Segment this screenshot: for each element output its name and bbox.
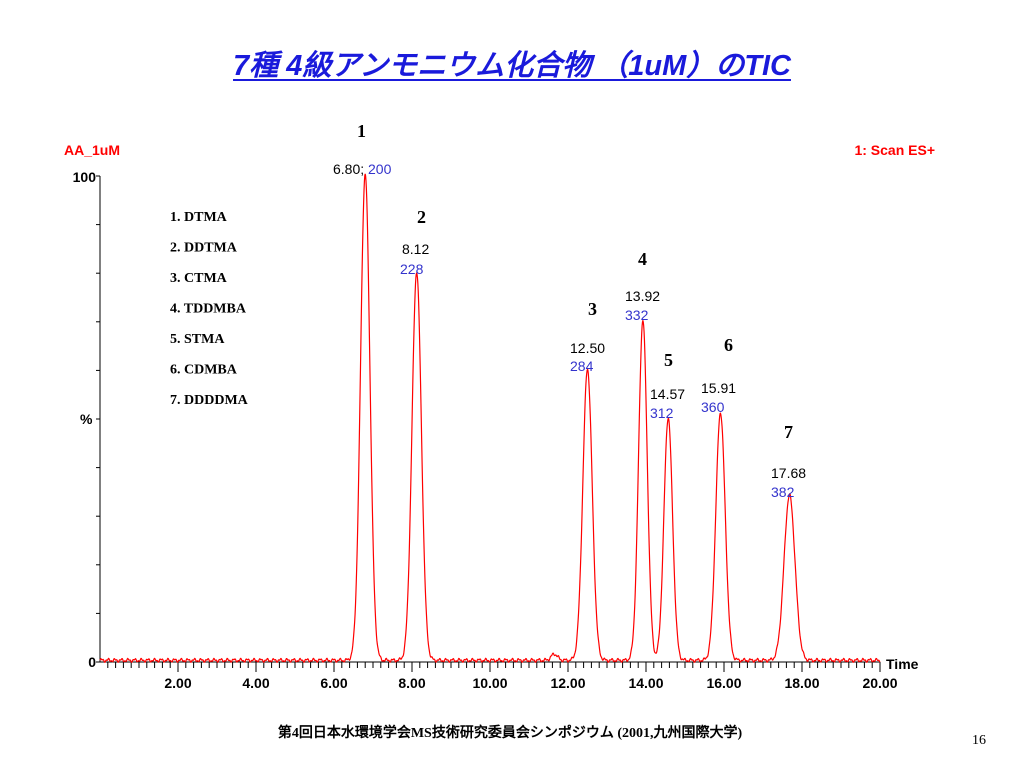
peak-rt-2: 8.12 (402, 241, 429, 257)
peak-number-6: 6 (724, 335, 733, 355)
peak-number-4: 4 (638, 249, 647, 269)
legend-entry: 1. DTMA (170, 210, 228, 225)
peak-mz-3: 284 (570, 358, 594, 374)
peak-mz-5: 312 (650, 405, 674, 421)
peak-mz-1: 200 (368, 161, 392, 177)
x-tick-label: 14.00 (628, 675, 663, 691)
scan-label: 1: Scan ES+ (854, 142, 935, 158)
legend-entry: 7. DDDDMA (170, 393, 249, 408)
legend-entry: 5. STMA (170, 332, 225, 347)
x-tick-label: 20.00 (862, 675, 897, 691)
x-tick-label: 16.00 (706, 675, 741, 691)
y-ticks (96, 175, 100, 663)
peak-rt-1: 6.80; (333, 161, 364, 177)
legend-entry: 6. CDMBA (170, 363, 238, 378)
peak-mz-7: 382 (771, 484, 795, 500)
peak-rt-6: 15.91 (701, 380, 736, 396)
x-tick-label: 2.00 (164, 675, 191, 691)
peak-rt-5: 14.57 (650, 386, 685, 402)
legend-entry: 2. DDTMA (170, 241, 238, 256)
legend-entry: 4. TDDMBA (170, 302, 247, 317)
peak-mz-4: 332 (625, 307, 649, 323)
tic-trace (99, 173, 881, 664)
x-tick-label: 4.00 (242, 675, 269, 691)
x-tick-labels: 2.00 4.00 6.00 8.00 10.00 12.00 14.00 16.00 18.0… (164, 675, 897, 691)
x-tick-label: 12.00 (550, 675, 585, 691)
y-tick-label-0: 0 (88, 654, 96, 670)
peak-number-5: 5 (664, 350, 673, 370)
peak-mz-6: 360 (701, 399, 725, 415)
peak-rt-3: 12.50 (570, 340, 605, 356)
peak-number-2: 2 (417, 207, 426, 227)
x-tick-label: 10.00 (472, 675, 507, 691)
y-tick-label-100: 100 (73, 169, 97, 185)
peak-rt-7: 17.68 (771, 465, 806, 481)
peak-mz-2: 228 (400, 261, 424, 277)
slide-title: 7種 4級アンモニウム化合物 （1uM）のTIC (233, 50, 791, 82)
x-axis-label: Time (886, 656, 919, 672)
legend-entry: 3. CTMA (170, 271, 228, 286)
y-axis-label: % (80, 411, 93, 427)
x-tick-label: 8.00 (398, 675, 425, 691)
peak-legend: 1. DTMA 2. DDTMA 3. CTMA 4. TDDMBA 5. STMA 6.… (170, 210, 249, 408)
x-tick-label: 18.00 (784, 675, 819, 691)
page-number: 16 (972, 733, 986, 748)
x-tick-label: 6.00 (320, 675, 347, 691)
chromatogram-chart: AA_1uM 1: Scan ES+ 0 100 % Time 2.00 4.00… (64, 121, 935, 691)
peak-number-7: 7 (784, 422, 793, 442)
peak-labels: 1 6.80; 200 2 8.12 228 3 12.50 284 4 13.92 332 5 14.5… (333, 121, 806, 500)
peak-number-1: 1 (357, 121, 366, 141)
peak-rt-4: 13.92 (625, 288, 660, 304)
x-ticks (107, 662, 881, 672)
peak-number-3: 3 (588, 299, 597, 319)
sample-label: AA_1uM (64, 142, 120, 158)
slide-footer: 第4回日本水環境学会MS技術研究委員会シンポジウム (2001,九州国際大学) (277, 726, 743, 741)
